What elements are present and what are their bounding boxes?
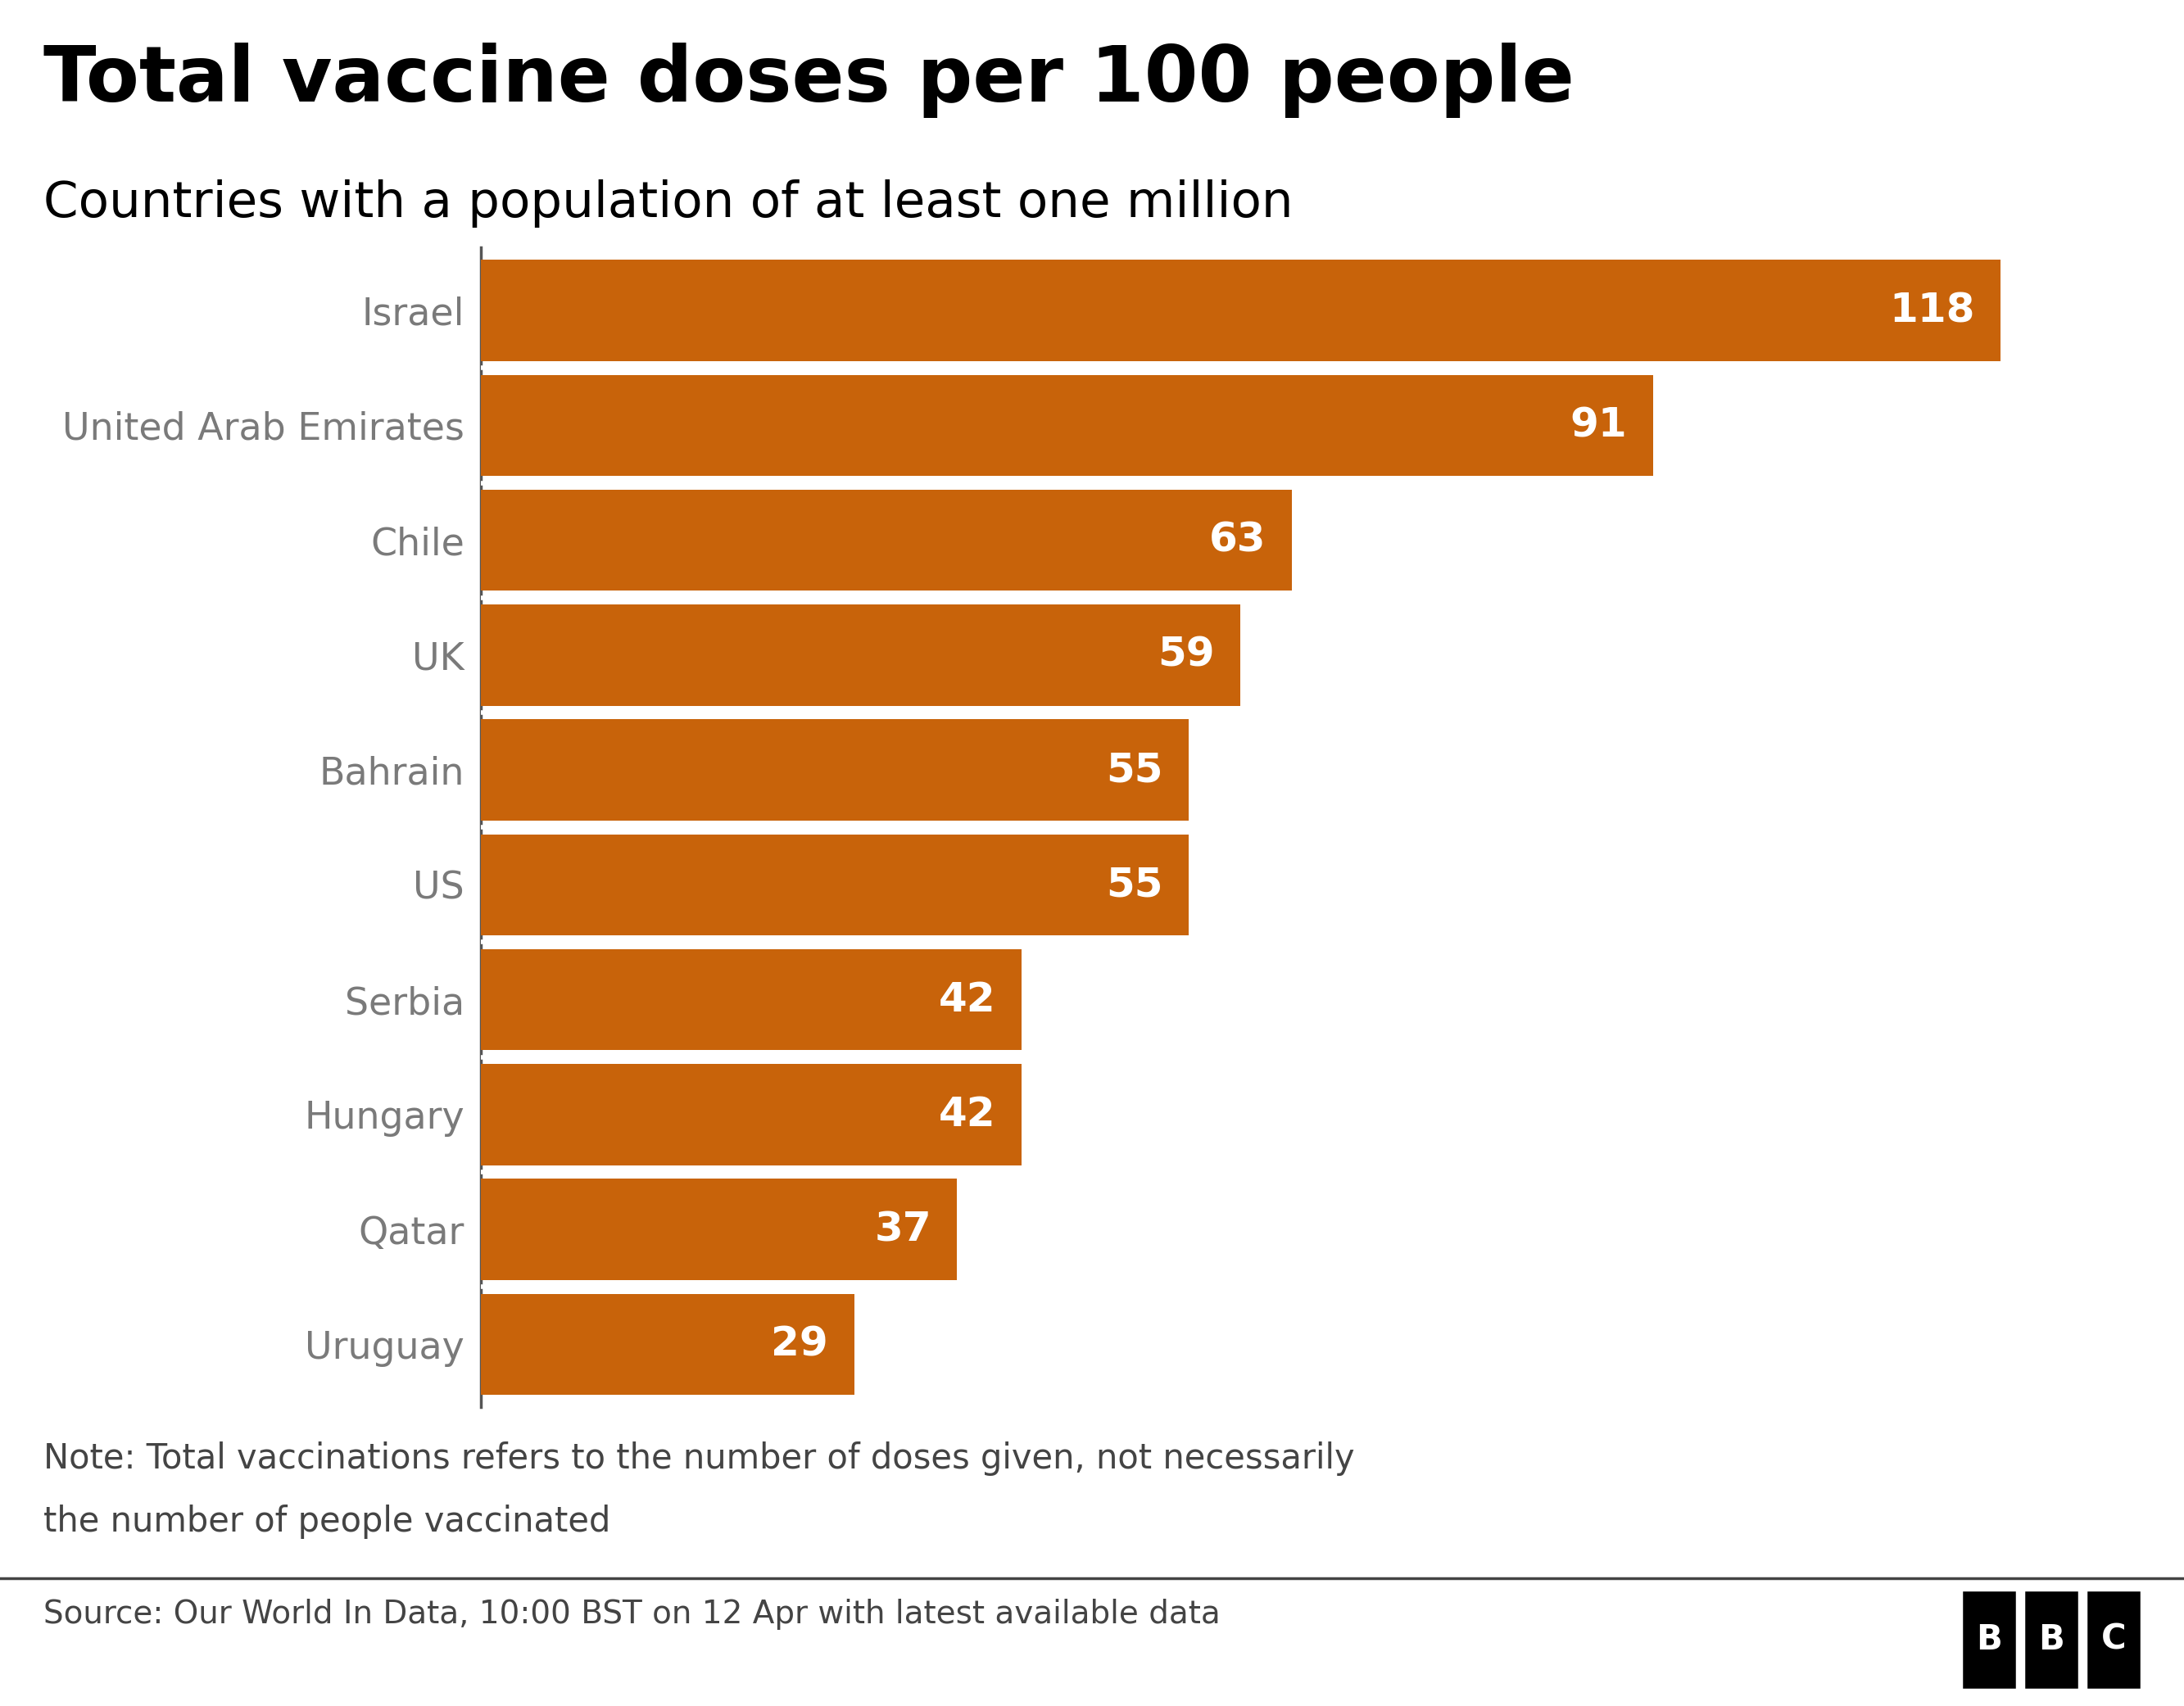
Bar (480, 375, 1653, 476)
Bar (480, 490, 1293, 590)
Bar (480, 259, 2001, 362)
Bar (480, 949, 1022, 1051)
Text: 63: 63 (1210, 520, 1267, 560)
Text: the number of people vaccinated: the number of people vaccinated (44, 1505, 612, 1539)
Bar (480, 1293, 854, 1396)
Text: 37: 37 (874, 1210, 930, 1249)
Text: Note: Total vaccinations refers to the number of doses given, not necessarily: Note: Total vaccinations refers to the n… (44, 1442, 1354, 1476)
Text: C: C (2101, 1622, 2125, 1657)
Bar (1961, 1590, 2018, 1689)
Bar (480, 604, 1241, 706)
Bar (480, 1179, 957, 1280)
Text: Source: Our World In Data, 10:00 BST on 12 Apr with latest available data: Source: Our World In Data, 10:00 BST on … (44, 1599, 1221, 1629)
Text: Countries with a population of at least one million: Countries with a population of at least … (44, 179, 1293, 227)
Text: 42: 42 (939, 979, 996, 1020)
Text: 29: 29 (771, 1324, 828, 1363)
Bar (480, 834, 1188, 935)
Text: B: B (1977, 1622, 2003, 1657)
Bar (480, 1065, 1022, 1165)
Text: 42: 42 (939, 1095, 996, 1134)
Text: 55: 55 (1107, 865, 1164, 904)
Text: 118: 118 (1889, 292, 1974, 331)
Text: 59: 59 (1158, 635, 1214, 676)
Bar (2086, 1590, 2143, 1689)
Text: Total vaccine doses per 100 people: Total vaccine doses per 100 people (44, 43, 1575, 118)
Bar (2022, 1590, 2079, 1689)
Text: 55: 55 (1107, 751, 1164, 790)
Text: 91: 91 (1570, 406, 1627, 445)
Text: B: B (2038, 1622, 2064, 1657)
Bar (480, 720, 1188, 821)
